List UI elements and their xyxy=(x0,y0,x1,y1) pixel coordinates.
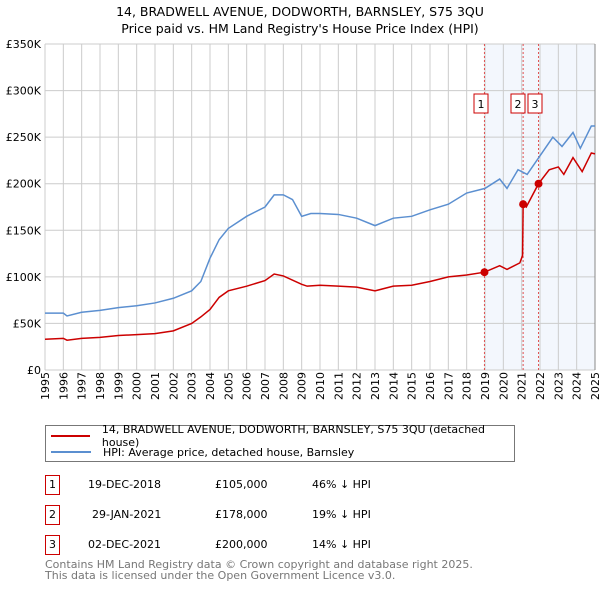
y-tick-label: £350K xyxy=(6,38,42,51)
sale-date: 29-JAN-2021 xyxy=(92,508,162,521)
sale-marker-box xyxy=(473,93,489,114)
x-tick-label: 2013 xyxy=(369,372,382,400)
x-tick-label: 2023 xyxy=(552,372,565,400)
x-tick-label: 2012 xyxy=(351,372,364,400)
x-tick-label: 2020 xyxy=(497,372,510,400)
sale-point xyxy=(534,179,543,188)
table-row: 3 02-DEC-2021 £200,000 14% ↓ HPI xyxy=(45,535,545,555)
x-tick-label: 2008 xyxy=(277,372,290,400)
sale-marker: 3 xyxy=(45,535,60,555)
x-tick-label: 2009 xyxy=(296,372,309,400)
x-tick-label: 2010 xyxy=(314,372,327,400)
legend-label: HPI: Average price, detached house, Barn… xyxy=(103,445,355,459)
x-tick-label: 1995 xyxy=(39,372,52,400)
x-tick-label: 2017 xyxy=(442,372,455,400)
x-tick-label: 2024 xyxy=(571,372,584,400)
sale-hpi-diff: 46% ↓ HPI xyxy=(312,478,371,491)
sale-date: 19-DEC-2018 xyxy=(88,478,162,491)
y-tick-label: £150K xyxy=(6,224,42,237)
series-line xyxy=(44,152,596,341)
footer-line: Contains HM Land Registry data © Crown c… xyxy=(45,558,473,571)
x-tick-label: 1999 xyxy=(112,372,125,400)
sale-hpi-diff: 14% ↓ HPI xyxy=(312,538,371,551)
x-tick-label: 2022 xyxy=(534,372,547,400)
sale-marker-label: 1 xyxy=(478,98,485,111)
x-tick-label: 2016 xyxy=(424,372,437,400)
legend-entry-property: 14, BRADWELL AVENUE, DODWORTH, BARNSLEY,… xyxy=(46,423,514,449)
table-row: 1 19-DEC-2018 £105,000 46% ↓ HPI xyxy=(45,475,545,495)
x-tick-label: 1997 xyxy=(76,372,89,400)
series-line xyxy=(45,125,595,317)
chart-subtitle: Price paid vs. HM Land Registry's House … xyxy=(121,21,479,36)
x-tick-label: 2005 xyxy=(222,372,235,400)
sale-marker-label: 3 xyxy=(532,98,539,111)
x-tick-label: 2006 xyxy=(241,372,254,400)
legend-swatch-blue xyxy=(51,451,91,453)
x-tick-label: 2019 xyxy=(479,372,492,400)
sale-marker-label: 2 xyxy=(515,98,522,111)
y-tick-label: £0 xyxy=(27,364,41,377)
footer-line: This data is licensed under the Open Gov… xyxy=(45,569,396,582)
sale-point xyxy=(480,268,489,277)
y-tick-label: £200K xyxy=(6,178,42,191)
x-tick-label: 2007 xyxy=(259,372,272,400)
x-tick-label: 2002 xyxy=(167,372,180,400)
x-tick-label: 2014 xyxy=(387,372,400,400)
y-tick-label: £300K xyxy=(6,85,42,98)
sale-hpi-diff: 19% ↓ HPI xyxy=(312,508,371,521)
y-tick-label: £250K xyxy=(6,131,42,144)
sale-marker-box xyxy=(527,93,543,114)
sale-price: £105,000 xyxy=(215,478,268,491)
x-tick-label: 2001 xyxy=(149,372,162,400)
sale-marker: 2 xyxy=(45,505,60,525)
sale-point xyxy=(519,200,528,209)
x-tick-label: 1996 xyxy=(57,372,70,400)
sale-price: £200,000 xyxy=(215,538,268,551)
table-row: 2 29-JAN-2021 £178,000 19% ↓ HPI xyxy=(45,505,545,525)
x-tick-label: 2004 xyxy=(204,372,217,400)
x-tick-label: 1998 xyxy=(94,372,107,400)
y-tick-label: £50K xyxy=(13,317,42,330)
sale-marker-box xyxy=(510,93,526,114)
legend-swatch-red xyxy=(51,435,90,437)
legend-entry-hpi: HPI: Average price, detached house, Barn… xyxy=(46,444,354,460)
x-tick-label: 2018 xyxy=(461,372,474,400)
x-tick-label: 2000 xyxy=(131,372,144,400)
x-tick-label: 2003 xyxy=(186,372,199,400)
plot-area: 1995 1996 1997 1998 1999 2000 2001 2002 2003 2004… xyxy=(6,38,600,400)
chart-title: 14, BRADWELL AVENUE, DODWORTH, BARNSLEY,… xyxy=(116,4,484,19)
x-tick-label: 2025 xyxy=(589,372,600,400)
footer: Contains HM Land Registry data © Crown c… xyxy=(45,559,473,581)
x-tick-label: 2021 xyxy=(516,372,529,400)
legend-label: 14, BRADWELL AVENUE, DODWORTH, BARNSLEY,… xyxy=(101,423,485,449)
x-tick-label: 2011 xyxy=(332,372,345,400)
sale-price: £178,000 xyxy=(215,508,268,521)
legend: 14, BRADWELL AVENUE, DODWORTH, BARNSLEY,… xyxy=(45,423,515,462)
sale-date: 02-DEC-2021 xyxy=(88,538,162,551)
sale-marker: 1 xyxy=(45,475,60,495)
x-tick-label: 2015 xyxy=(406,372,419,400)
y-tick-label: £100K xyxy=(6,271,42,284)
